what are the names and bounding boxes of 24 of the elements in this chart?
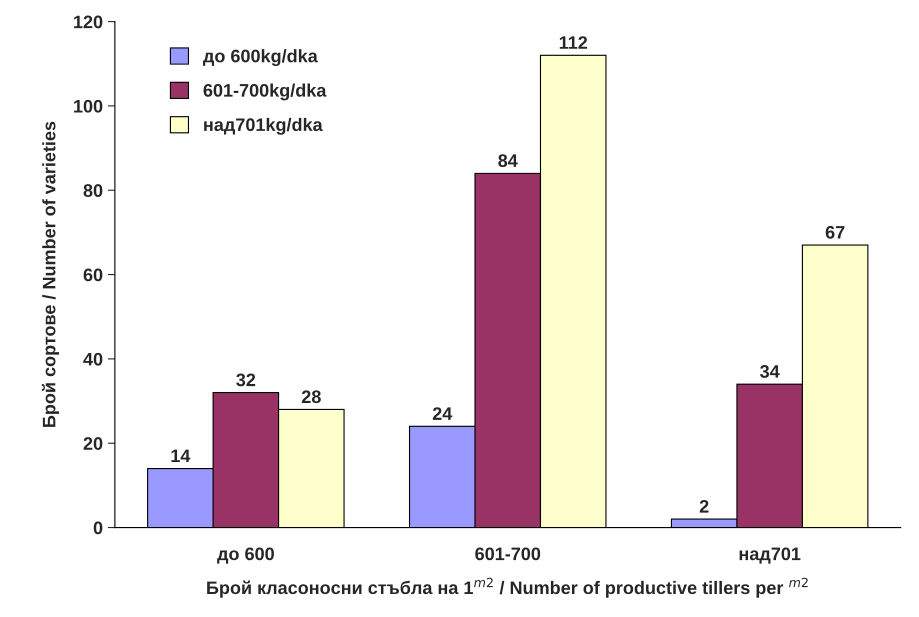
y-tick-label: 100: [74, 100, 102, 113]
y-tick-label: 120: [74, 16, 102, 28]
legend-label: 601-700kg/dka: [204, 83, 326, 100]
x-tick-label: над701: [740, 547, 800, 564]
data-label: 14: [171, 450, 190, 462]
x-tick-label: до 600: [217, 547, 274, 564]
y-tick-label: 80: [84, 184, 102, 197]
x-tick-label: 601-700: [475, 547, 540, 560]
data-label: 34: [760, 365, 780, 378]
data-label: 84: [498, 154, 518, 168]
legend-label: над701kg/dka: [204, 118, 323, 135]
legend-label: до 600kg/dka: [203, 49, 318, 66]
y-tick-label: 60: [84, 268, 102, 282]
x-axis-title: Брой класоносни стъбла на 1$^{m2}$ / Number of productive tillers per $^{m2}$: [207, 578, 808, 598]
data-label: 28: [302, 390, 321, 404]
data-label: 112: [560, 36, 588, 49]
y-axis-title: Брой сортове / Number of varieties: [42, 122, 60, 427]
y-tick-label: 0: [94, 521, 102, 534]
y-tick-label: 40: [83, 352, 102, 366]
data-label: 32: [236, 373, 256, 386]
y-tick-label: 20: [84, 437, 102, 450]
data-label: 67: [826, 226, 844, 239]
data-label: 24: [432, 407, 452, 420]
data-label: 2: [700, 500, 708, 513]
